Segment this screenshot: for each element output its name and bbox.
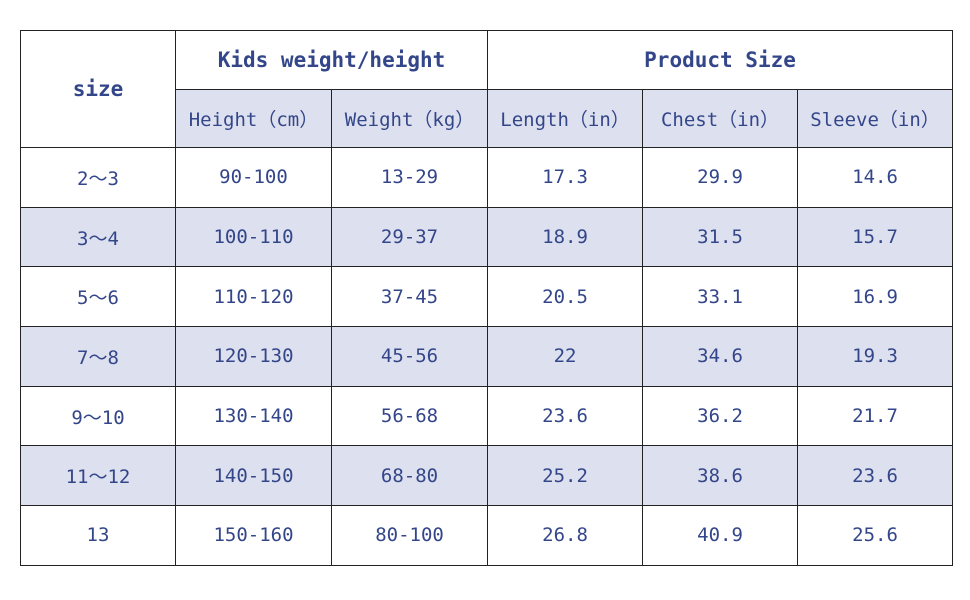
data-cell: 68-80 [330, 445, 489, 507]
header-row: size Kids weight/height Product Size [20, 30, 954, 148]
data-cell: 38.6 [642, 445, 799, 507]
data-cell: 7～8 [20, 326, 176, 387]
data-cell: 26.8 [487, 505, 644, 566]
subheader-cell: Weight（kg） [330, 89, 489, 148]
data-row: 3～4 100-110 29-37 18.9 31.5 15.7 [20, 206, 954, 268]
data-cell: 23.6 [487, 385, 644, 447]
data-cell: 22 [487, 326, 644, 387]
data-row: 11～12 140-150 68-80 25.2 38.6 23.6 [20, 445, 954, 507]
data-row: 5～6 110-120 37-45 20.5 33.1 16.9 [20, 266, 954, 328]
data-cell: 80-100 [330, 505, 489, 566]
data-cell: 34.6 [642, 326, 799, 387]
subheader-cell: Height（cm） [175, 89, 332, 148]
data-row: 9～10 130-140 56-68 23.6 36.2 21.7 [20, 385, 954, 447]
data-cell: 33.1 [642, 266, 799, 328]
data-cell: 14.6 [797, 147, 954, 208]
data-cell: 23.6 [797, 445, 954, 507]
group-header: Product Size [487, 30, 954, 90]
data-cell: 36.2 [642, 385, 799, 447]
data-cell: 17.3 [487, 147, 644, 208]
group-header: Kids weight/height [174, 30, 489, 90]
data-cell: 25.2 [487, 445, 644, 507]
data-cell: 16.9 [797, 266, 954, 328]
data-cell: 9～10 [20, 385, 176, 447]
data-cell: 19.3 [797, 326, 954, 387]
data-cell: 45-56 [330, 326, 489, 387]
data-cell: 40.9 [642, 505, 799, 566]
data-cell: 56-68 [330, 385, 489, 447]
data-cell: 37-45 [330, 266, 489, 328]
data-row: 7～8 120-130 45-56 22 34.6 19.3 [20, 326, 954, 387]
data-cell: 21.7 [797, 385, 954, 447]
data-cell: 120-130 [175, 326, 332, 387]
subheader-cell: Length（in） [487, 89, 644, 148]
data-cell: 13-29 [330, 147, 489, 208]
data-cell: 29-37 [330, 206, 489, 268]
data-cell: 15.7 [797, 206, 954, 268]
size-header: size [20, 30, 176, 148]
data-cell: 2～3 [20, 147, 176, 208]
data-cell: 18.9 [487, 206, 644, 268]
size-table: size Kids weight/height Product Size Hei… [20, 30, 954, 566]
data-cell: 110-120 [175, 266, 332, 328]
data-cell: 25.6 [797, 505, 954, 566]
data-cell: 20.5 [487, 266, 644, 328]
subheader-cell: Sleeve（in） [797, 89, 954, 148]
data-cell: 130-140 [175, 385, 332, 447]
data-cell: 100-110 [175, 206, 332, 268]
data-cell: 90-100 [175, 147, 332, 208]
data-row: 2～3 90-100 13-29 17.3 29.9 14.6 [20, 147, 954, 208]
data-cell: 13 [20, 505, 176, 566]
data-row: 13 150-160 80-100 26.8 40.9 25.6 [20, 505, 954, 566]
data-cell: 29.9 [642, 147, 799, 208]
subheader-row: Height（cm） Weight（kg） Length（in） Chest（in） S… [21, 89, 954, 148]
data-cell: 140-150 [175, 445, 332, 507]
data-cell: 31.5 [642, 206, 799, 268]
data-cell: 150-160 [175, 505, 332, 566]
data-cell: 5～6 [20, 266, 176, 328]
data-cell: 3～4 [20, 206, 176, 268]
subheader-cell: Chest（in） [642, 89, 799, 148]
data-cell: 11～12 [20, 445, 176, 507]
